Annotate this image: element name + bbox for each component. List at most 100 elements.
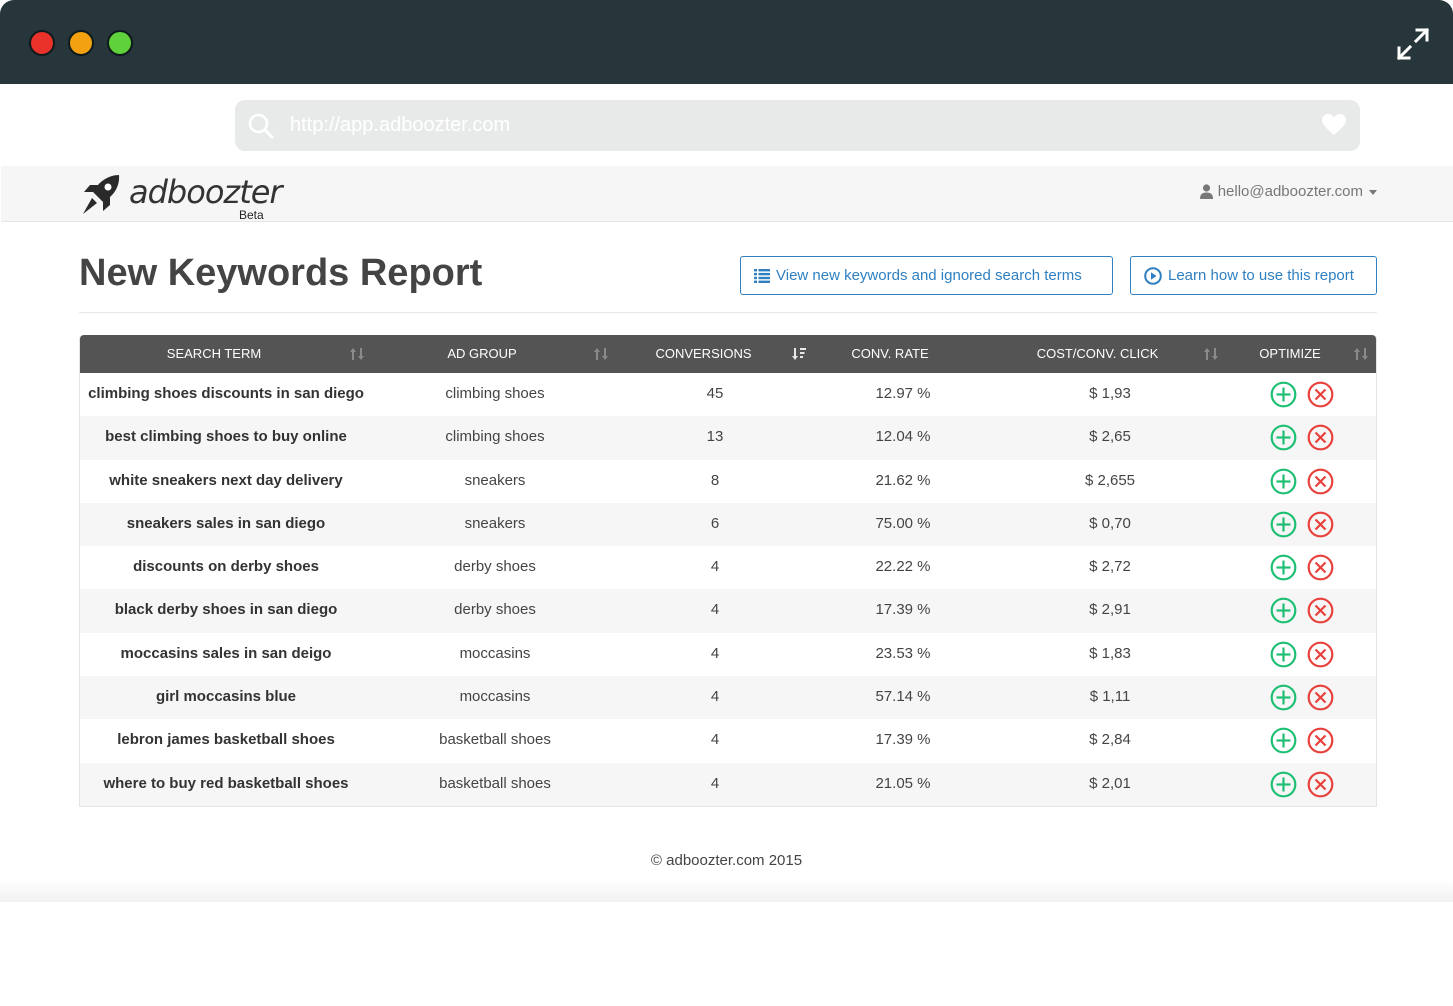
plus-circle-icon[interactable] <box>1270 684 1297 711</box>
logo[interactable]: adboozter Beta <box>79 170 289 222</box>
plus-circle-icon[interactable] <box>1270 597 1297 624</box>
plus-circle-icon[interactable] <box>1270 771 1297 798</box>
address-bar <box>235 100 1360 151</box>
sort-arrows-icon[interactable] <box>1204 346 1218 362</box>
conv-rate-cell: 21.62 % <box>875 471 931 489</box>
cost-conv-click-cell: $ 1,83 <box>1089 644 1131 662</box>
zoom-window-button[interactable] <box>107 30 133 56</box>
cost-conv-click-cell: $ 2,65 <box>1089 428 1131 446</box>
optimize-actions <box>1270 424 1350 452</box>
search-term-cell: best climbing shoes to buy online <box>105 428 347 446</box>
optimize-actions <box>1270 641 1350 669</box>
chevron-down-icon <box>1369 190 1377 195</box>
x-circle-icon[interactable] <box>1307 684 1334 711</box>
plus-circle-icon[interactable] <box>1270 641 1297 668</box>
keywords-table: SEARCH TERM AD GROUP CONVERSIONS CONV. R… <box>79 335 1377 807</box>
cost-conv-click-cell: $ 2,01 <box>1089 774 1131 792</box>
x-circle-icon[interactable] <box>1307 468 1334 495</box>
conv-rate-cell: 57.14 % <box>875 688 931 706</box>
conv-rate-cell: 12.04 % <box>875 428 931 446</box>
conversions-cell: 4 <box>710 558 720 576</box>
search-term-cell: lebron james basketball shoes <box>117 731 335 749</box>
x-circle-icon[interactable] <box>1307 424 1334 451</box>
table-row: where to buy red basketball shoes basket… <box>80 762 1376 806</box>
cost-conv-click-cell: $ 1,93 <box>1089 385 1131 402</box>
x-circle-icon[interactable] <box>1307 381 1334 408</box>
plus-circle-icon[interactable] <box>1270 424 1297 451</box>
conversions-cell: 6 <box>710 514 720 532</box>
optimize-actions <box>1270 771 1350 799</box>
conv-rate-cell: 17.39 % <box>875 731 931 749</box>
conv-rate-cell: 23.53 % <box>875 644 931 662</box>
app-header: adboozter Beta hello@adboozter.com <box>1 166 1453 222</box>
close-window-button[interactable] <box>29 30 55 56</box>
cost-conv-click-cell: $ 2,655 <box>1084 471 1136 489</box>
table-row: girl moccasins blue moccasins 4 57.14 % … <box>80 676 1376 720</box>
column-header-search-term[interactable]: SEARCH TERM <box>166 346 262 361</box>
search-term-cell: black derby shoes in san diego <box>114 601 338 619</box>
learn-report-button[interactable]: Learn how to use this report <box>1130 256 1377 295</box>
conversions-cell: 45 <box>706 385 724 402</box>
plus-circle-icon[interactable] <box>1270 381 1297 408</box>
conversions-cell: 4 <box>710 774 720 792</box>
cost-conv-click-cell: $ 1,11 <box>1089 688 1131 706</box>
sort-arrows-icon[interactable] <box>350 346 364 362</box>
conv-rate-cell: 12.97 % <box>875 385 931 402</box>
page-shadow <box>0 880 1453 902</box>
conversions-cell: 4 <box>710 688 720 706</box>
conv-rate-cell: 21.05 % <box>875 774 931 792</box>
x-circle-icon[interactable] <box>1307 511 1334 538</box>
search-term-cell: where to buy red basketball shoes <box>103 774 349 792</box>
column-header-cost-conv-click[interactable]: COST/CONV. CLICK <box>1036 346 1159 361</box>
table-row: best climbing shoes to buy online climbi… <box>80 416 1376 460</box>
x-circle-icon[interactable] <box>1307 727 1334 754</box>
ad-group-cell: derby shoes <box>454 558 536 576</box>
sort-arrows-icon[interactable] <box>1354 346 1368 362</box>
heart-icon[interactable] <box>1322 114 1346 136</box>
x-circle-icon[interactable] <box>1307 597 1334 624</box>
conversions-cell: 4 <box>710 731 720 749</box>
column-header-ad-group[interactable]: AD GROUP <box>447 346 517 361</box>
user-menu[interactable]: hello@adboozter.com <box>1199 183 1377 200</box>
search-term-cell: girl moccasins blue <box>155 688 297 706</box>
view-keywords-button[interactable]: View new keywords and ignored search ter… <box>740 256 1113 295</box>
conversions-cell: 13 <box>706 428 724 446</box>
optimize-actions <box>1270 684 1350 712</box>
ad-group-cell: moccasins <box>459 688 531 706</box>
column-header-conv-rate[interactable]: CONV. RATE <box>851 346 929 361</box>
plus-circle-icon[interactable] <box>1270 554 1297 581</box>
ad-group-cell: basketball shoes <box>439 774 551 792</box>
plus-circle-icon[interactable] <box>1270 727 1297 754</box>
x-circle-icon[interactable] <box>1307 554 1334 581</box>
x-circle-icon[interactable] <box>1307 771 1334 798</box>
column-header-conversions[interactable]: CONVERSIONS <box>655 346 752 361</box>
logo-wordmark: adboozter <box>129 173 283 211</box>
cost-conv-click-cell: $ 2,72 <box>1089 558 1131 576</box>
x-circle-icon[interactable] <box>1307 641 1334 668</box>
url-input[interactable] <box>290 110 1290 141</box>
ad-group-cell: basketball shoes <box>439 731 551 749</box>
table-row: climbing shoes discounts in san diego cl… <box>80 373 1376 416</box>
cost-conv-click-cell: $ 2,91 <box>1089 601 1131 619</box>
conv-rate-cell: 22.22 % <box>875 558 931 576</box>
footer-copyright: © adboozter.com 2015 <box>650 852 803 869</box>
minimize-window-button[interactable] <box>68 30 94 56</box>
window-titlebar <box>0 0 1453 84</box>
ad-group-cell: derby shoes <box>454 601 536 619</box>
table-row: discounts on derby shoes derby shoes 4 2… <box>80 546 1376 589</box>
sort-arrows-icon[interactable] <box>594 346 608 362</box>
plus-circle-icon[interactable] <box>1270 511 1297 538</box>
rocket-icon <box>83 175 120 214</box>
search-term-cell: sneakers sales in san diego <box>126 514 326 532</box>
optimize-actions <box>1270 597 1350 625</box>
optimize-actions <box>1270 468 1350 496</box>
expand-icon[interactable] <box>1395 26 1431 62</box>
play-circle-icon <box>1144 266 1162 285</box>
conversions-cell: 4 <box>710 644 720 662</box>
optimize-actions <box>1270 727 1350 755</box>
plus-circle-icon[interactable] <box>1270 468 1297 495</box>
cost-conv-click-cell: $ 0,70 <box>1089 514 1131 532</box>
search-term-cell: moccasins sales in san deigo <box>120 644 332 662</box>
sort-descending-icon[interactable] <box>792 346 806 362</box>
column-header-optimize[interactable]: OPTIMIZE <box>1259 346 1321 361</box>
